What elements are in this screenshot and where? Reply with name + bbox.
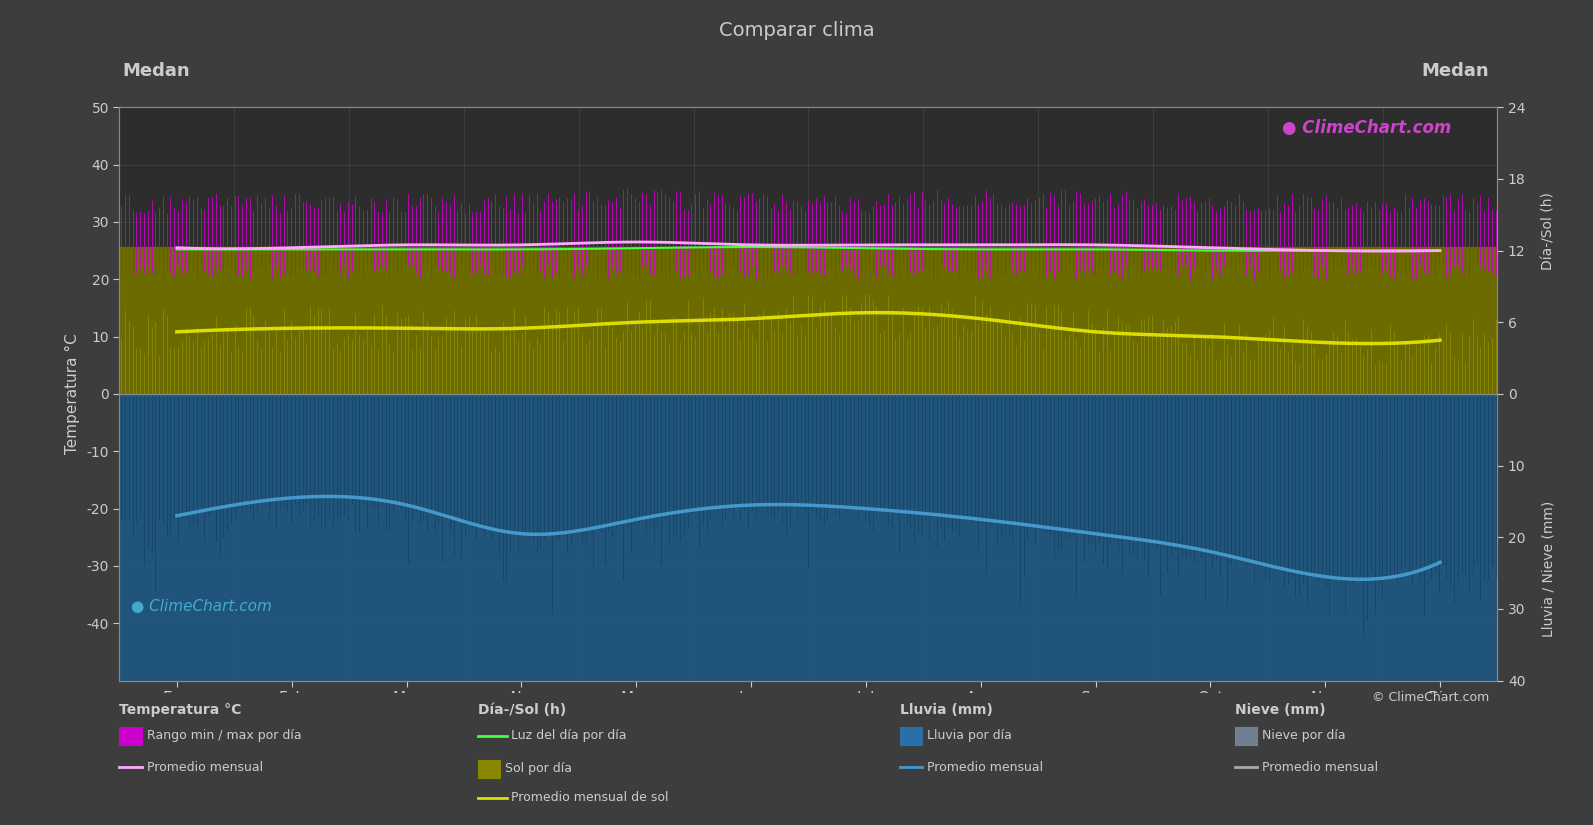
Text: Promedio mensual: Promedio mensual xyxy=(147,761,263,774)
Text: Promedio mensual: Promedio mensual xyxy=(927,761,1043,774)
Text: Promedio mensual de sol: Promedio mensual de sol xyxy=(511,791,669,804)
Y-axis label: Temperatura °C: Temperatura °C xyxy=(65,333,80,455)
Text: Promedio mensual: Promedio mensual xyxy=(1262,761,1378,774)
Text: Lluvia (mm): Lluvia (mm) xyxy=(900,703,992,717)
Text: Sol por día: Sol por día xyxy=(505,762,572,776)
Text: Nieve por día: Nieve por día xyxy=(1262,729,1344,742)
Text: Día-/Sol (h): Día-/Sol (h) xyxy=(1542,192,1555,270)
Text: Medan: Medan xyxy=(1423,62,1489,80)
Text: ● ClimeChart.com: ● ClimeChart.com xyxy=(131,599,271,614)
Text: Lluvia por día: Lluvia por día xyxy=(927,729,1012,742)
Text: © ClimeChart.com: © ClimeChart.com xyxy=(1372,691,1489,704)
Text: Nieve (mm): Nieve (mm) xyxy=(1235,703,1325,717)
Text: Lluvia / Nieve (mm): Lluvia / Nieve (mm) xyxy=(1542,501,1555,638)
Text: Rango min / max por día: Rango min / max por día xyxy=(147,729,301,742)
Text: Día-/Sol (h): Día-/Sol (h) xyxy=(478,703,566,717)
Text: ● ClimeChart.com: ● ClimeChart.com xyxy=(1282,119,1451,137)
Text: Medan: Medan xyxy=(123,62,190,80)
Text: Comparar clima: Comparar clima xyxy=(718,21,875,40)
Text: Luz del día por día: Luz del día por día xyxy=(511,729,628,742)
Text: Temperatura °C: Temperatura °C xyxy=(119,703,242,717)
